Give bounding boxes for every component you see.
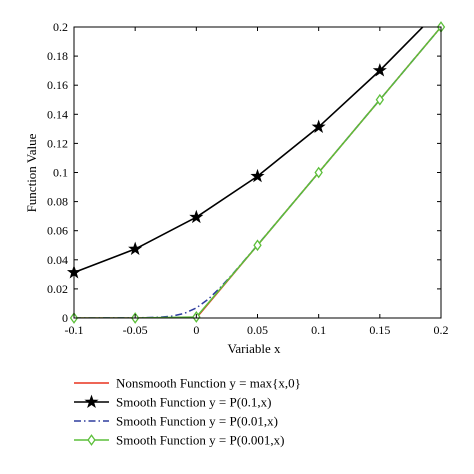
y-tick-label: 0.08 [47, 195, 68, 209]
x-tick-label: 0.1 [311, 323, 326, 337]
x-tick-label: -0.05 [123, 323, 148, 337]
series-4-point [314, 166, 323, 179]
legend-label-1: Nonsmooth Function y = max{x,0} [116, 376, 301, 391]
y-tick-label: 0.12 [47, 136, 68, 150]
y-tick-label: 0 [62, 311, 68, 325]
y-tick-label: 0.02 [47, 282, 68, 296]
y-tick-label: 0.16 [47, 78, 68, 92]
legend-label-3: Smooth Function y = P(0.01,x) [116, 414, 278, 429]
x-tick-label: -0.1 [65, 323, 84, 337]
y-tick-label: 0.1 [53, 166, 68, 180]
y-tick-label: 0.2 [53, 20, 68, 34]
series-2-point [372, 63, 387, 77]
x-tick-label: 0 [193, 323, 199, 337]
series-2-point [128, 241, 143, 256]
legend: Nonsmooth Function y = max{x,0} Smooth Fu… [74, 376, 301, 448]
legend-label-4: Smooth Function y = P(0.001,x) [116, 433, 284, 448]
legend-marker-4 [87, 434, 96, 446]
series-2-point [311, 119, 326, 133]
series-4-point [375, 93, 385, 106]
legend-marker-2 [84, 394, 99, 408]
y-tick-label: 0.14 [47, 107, 68, 121]
axes: -0.1 -0.05 0 0.05 0.1 0.15 0.2 0 0.02 0.04 0.06 0.0… [47, 20, 449, 337]
series-line-2 [74, 27, 424, 274]
y-tick-label: 0.04 [47, 253, 68, 267]
x-axis-label: Variable x [227, 341, 281, 356]
y-tick-label: 0.06 [47, 224, 68, 238]
y-tick-label: 0.18 [47, 49, 68, 63]
series-group [74, 27, 441, 318]
series-4-point [253, 239, 262, 252]
plot-area [66, 21, 446, 324]
series-2-point [189, 209, 204, 224]
legend-label-2: Smooth Function y = P(0.1,x) [116, 395, 271, 410]
x-tick-label: 0.05 [247, 323, 268, 337]
series-2-point [250, 168, 265, 183]
x-tick-label: 0.15 [369, 323, 390, 337]
x-tick-label: 0.2 [434, 323, 449, 337]
y-axis-label: Function Value [24, 133, 39, 212]
